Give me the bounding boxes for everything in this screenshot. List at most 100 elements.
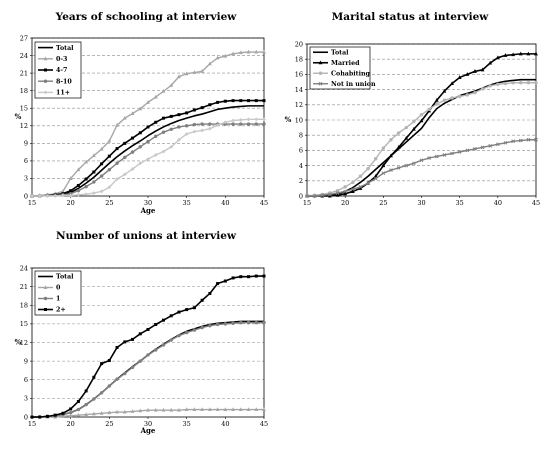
data-point-0 [91, 411, 96, 416]
data-point-2 [38, 415, 42, 419]
data-point-0-3 [231, 51, 235, 56]
data-point-not-in-union [305, 194, 309, 198]
data-point-0 [192, 407, 197, 412]
data-point-2 [262, 274, 266, 278]
data-point-11 [30, 194, 34, 198]
legend-marker [43, 296, 48, 301]
data-point-cohabiting [404, 125, 408, 130]
data-point-1 [115, 377, 119, 381]
legend-marker [43, 285, 48, 289]
data-point-2 [223, 279, 227, 283]
data-point-4-7 [84, 177, 88, 181]
x-tick-label: 35 [183, 199, 191, 207]
data-point-not-in-union [480, 145, 485, 150]
data-point-2 [254, 274, 258, 278]
legend-item-8-10: 8-10 [38, 78, 72, 85]
data-point-8-10 [138, 145, 142, 149]
data-point-not-in-union [373, 176, 378, 181]
data-point-cohabiting [496, 82, 500, 86]
data-point-0 [130, 409, 135, 413]
x-tick-label: 35 [183, 420, 191, 428]
series-line-total [307, 78, 536, 197]
data-point-11 [130, 167, 135, 171]
data-point-0-3 [223, 53, 228, 58]
data-point-married [434, 97, 439, 102]
y-tick-label: 16 [295, 71, 303, 79]
data-point-4-7 [192, 108, 196, 112]
data-point-0-3 [192, 70, 197, 75]
x-tick-label: 40 [221, 420, 229, 428]
data-point-2 [169, 314, 173, 318]
data-point-1 [239, 320, 243, 325]
data-point-11 [68, 193, 73, 198]
data-point-1 [92, 397, 96, 401]
data-point-not-in-union [473, 147, 477, 151]
data-point-4-7 [262, 99, 266, 103]
data-point-4-7 [231, 99, 235, 103]
data-point-11 [138, 161, 143, 166]
x-tick-label: 35 [456, 199, 464, 207]
legend-label: Not in union [331, 81, 376, 88]
data-point-1 [99, 391, 104, 395]
data-point-cohabiting [389, 138, 393, 142]
x-tick-label: 40 [494, 199, 502, 207]
data-point-0 [238, 407, 243, 412]
series-line-1 [32, 321, 264, 418]
data-point-4-7 [138, 131, 142, 135]
data-point-married [419, 118, 424, 123]
data-point-married [411, 126, 416, 131]
data-point-0-3 [61, 189, 65, 193]
data-point-0-3 [169, 83, 174, 87]
data-point-8-10 [246, 122, 251, 126]
data-point-11 [122, 172, 127, 177]
data-point-0-3 [207, 61, 212, 66]
data-point-2 [100, 362, 104, 366]
data-point-0 [169, 407, 174, 412]
y-tick-label: 27 [20, 34, 28, 42]
data-point-2 [92, 375, 96, 379]
data-point-4-7 [154, 120, 158, 124]
data-point-11 [215, 123, 220, 128]
data-point-4-7 [223, 99, 227, 103]
data-point-4-7 [247, 99, 251, 103]
data-point-0-3 [138, 106, 143, 111]
data-point-not-in-union [442, 153, 447, 157]
legend-label: Cohabiting [331, 70, 371, 77]
data-point-4-7 [254, 99, 258, 103]
data-point-0-3 [84, 159, 89, 164]
y-tick-label: 10 [295, 116, 303, 124]
legend-box [309, 46, 371, 90]
data-point-4-7 [100, 162, 104, 166]
data-point-4-7 [131, 136, 135, 140]
data-point-0 [76, 412, 81, 417]
data-point-2 [208, 291, 212, 295]
y-tick-label: 9 [24, 357, 28, 365]
data-point-not-in-union [312, 194, 317, 198]
data-point-11 [184, 132, 189, 136]
data-point-11 [153, 153, 158, 157]
legend-box [34, 270, 82, 316]
data-point-8-10 [239, 122, 243, 126]
data-point-0 [115, 409, 119, 414]
data-point-11 [84, 192, 89, 197]
data-point-0-3 [184, 71, 189, 76]
legend-label: 4-7 [56, 67, 67, 74]
data-point-1 [130, 365, 135, 370]
data-point-married [488, 60, 493, 65]
x-tick-label: 25 [105, 420, 113, 428]
data-point-cohabiting [465, 93, 469, 97]
y-tick-label: 20 [295, 40, 303, 48]
legend-label: Total [56, 45, 74, 52]
data-point-cohabiting [343, 185, 347, 189]
data-point-married [396, 145, 401, 149]
legend-item-total: Total [38, 45, 74, 52]
data-point-1 [138, 359, 142, 363]
x-tick-label: 15 [303, 199, 311, 207]
y-tick-label: 24 [20, 52, 28, 60]
data-point-8-10 [99, 174, 104, 178]
data-point-2 [61, 411, 65, 415]
data-point-0 [146, 407, 150, 412]
legend-item-cohabiting: Cohabiting [313, 70, 371, 77]
data-point-1 [76, 407, 81, 412]
data-point-cohabiting [374, 157, 378, 161]
